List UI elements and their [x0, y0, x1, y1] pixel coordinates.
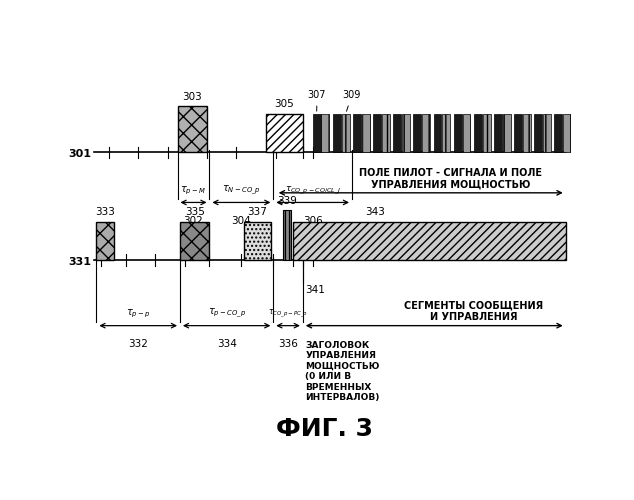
Text: 334: 334 — [217, 339, 236, 349]
Bar — [393, 114, 401, 152]
Bar — [523, 114, 531, 152]
Text: 307: 307 — [307, 90, 327, 111]
Bar — [244, 222, 271, 260]
Bar — [373, 114, 381, 152]
Text: 335: 335 — [184, 207, 205, 217]
Text: СЕГМЕНТЫ СООБЩЕНИЯ
И УПРАВЛЕНИЯ: СЕГМЕНТЫ СООБЩЕНИЯ И УПРАВЛЕНИЯ — [404, 300, 543, 322]
Bar — [342, 114, 349, 152]
Text: ФИГ. 3: ФИГ. 3 — [276, 417, 373, 441]
Bar — [180, 222, 209, 260]
Text: 302: 302 — [184, 216, 204, 226]
Text: 304: 304 — [231, 216, 251, 226]
Text: $\tau_{p-p}$: $\tau_{p-p}$ — [126, 308, 150, 320]
Text: ЗАГОЛОВОК
УПРАВЛЕНИЯ
МОЩНОСТЬЮ
(0 ИЛИ В
ВРЕМЕННЫХ
ИНТЕРВАЛОВ): ЗАГОЛОВОК УПРАВЛЕНИЯ МОЩНОСТЬЮ (0 ИЛИ В … — [306, 341, 380, 402]
Bar — [321, 114, 330, 152]
Bar — [454, 114, 462, 152]
Text: $\tau_{CO\_p-PC\_p}$: $\tau_{CO\_p-PC\_p}$ — [268, 308, 308, 320]
Text: $\tau_{p-CO\_p}$: $\tau_{p-CO\_p}$ — [207, 306, 246, 320]
Text: 303: 303 — [183, 92, 202, 102]
Text: 305: 305 — [275, 100, 294, 110]
Bar — [482, 114, 491, 152]
Bar — [353, 114, 361, 152]
Text: 337: 337 — [247, 207, 268, 217]
Bar — [293, 222, 566, 260]
Bar — [514, 114, 522, 152]
Text: 343: 343 — [365, 207, 385, 217]
Bar — [543, 114, 551, 152]
Bar — [333, 114, 340, 152]
Text: 339: 339 — [277, 196, 297, 205]
Text: 301: 301 — [68, 150, 91, 160]
Bar — [313, 114, 321, 152]
Bar — [563, 114, 571, 152]
Bar — [283, 210, 290, 260]
Bar — [463, 114, 470, 152]
Text: 336: 336 — [278, 339, 298, 349]
Bar — [96, 222, 113, 260]
Text: 309: 309 — [342, 90, 361, 112]
Bar — [266, 114, 303, 152]
Bar — [443, 114, 450, 152]
Text: $\tau_{CO\_p-CO/CL\_J}$: $\tau_{CO\_p-CO/CL\_J}$ — [285, 184, 340, 196]
Bar — [422, 114, 430, 152]
Bar — [503, 114, 511, 152]
Bar — [382, 114, 390, 152]
Bar — [534, 114, 542, 152]
Bar — [178, 106, 207, 152]
Bar — [402, 114, 410, 152]
Text: 333: 333 — [95, 207, 115, 217]
Bar — [474, 114, 482, 152]
Text: $\tau_{p-M}$: $\tau_{p-M}$ — [181, 184, 207, 196]
Bar — [362, 114, 370, 152]
Bar — [413, 114, 422, 152]
Text: ПОЛЕ ПИЛОТ - СИГНАЛА И ПОЛЕ
УПРАВЛЕНИЯ МОЩНОСТЬЮ: ПОЛЕ ПИЛОТ - СИГНАЛА И ПОЛЕ УПРАВЛЕНИЯ М… — [359, 168, 541, 190]
Text: 332: 332 — [128, 339, 148, 349]
Text: 306: 306 — [303, 216, 323, 226]
Text: 331: 331 — [68, 257, 91, 267]
Text: 341: 341 — [306, 285, 325, 295]
Bar — [554, 114, 562, 152]
Text: $\tau_{N-CO\_p}$: $\tau_{N-CO\_p}$ — [222, 184, 261, 196]
Bar — [494, 114, 502, 152]
Bar — [434, 114, 441, 152]
